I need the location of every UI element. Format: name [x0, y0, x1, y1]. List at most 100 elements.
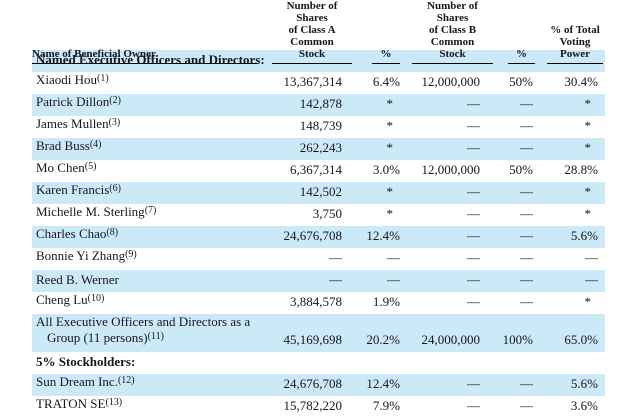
footnote-reference: (6) — [109, 183, 121, 194]
class-b-pct-cell: 50% — [509, 74, 533, 89]
footnote-reference: (2) — [109, 95, 121, 106]
class-b-pct-cell: — — [520, 206, 533, 221]
owner-name-cell: Patrick Dillon(2) — [32, 94, 262, 116]
class-b-shares-cell: — — [467, 228, 480, 243]
footnote-reference: (9) — [125, 249, 137, 260]
class-a-shares-cell: 148,739 — [299, 118, 342, 133]
header-rule — [372, 63, 400, 64]
class-a-pct-cell: * — [386, 118, 394, 133]
section-title-cell: Named Executive Officers and Directors: — [32, 50, 605, 72]
section-header-row: Named Executive Officers and Directors: — [32, 50, 605, 72]
class-b-pct-cell: — — [520, 250, 533, 265]
class-a-pct-cell: 20.2% — [366, 332, 400, 347]
class-a-shares-cell: 15,782,220 — [283, 398, 343, 413]
footnote-reference: (8) — [106, 227, 119, 238]
footnote-reference: (3) — [108, 117, 121, 128]
owner-row: TRATON SE(13) 15,782,220 7.9% — — 3.6% — [32, 396, 605, 418]
owner-row: Karen Francis(6) 142,502 * — — * — [32, 182, 605, 204]
section-title-cell: 5% Stockholders: — [32, 352, 605, 374]
owner-name-cell: Sun Dream Inc.(12) — [32, 374, 262, 396]
class-b-shares-cell: 12,000,000 — [421, 162, 481, 177]
class-a-pct-cell: * — [386, 140, 394, 155]
column-header-voting-power: % of Total Voting Power — [535, 0, 605, 64]
owner-row: Cheng Lu(10) 3,884,578 1.9% — — * — [32, 292, 605, 314]
voting-power-cell: 65.0% — [564, 332, 598, 347]
owner-name-cell: TRATON SE(13) — [32, 396, 262, 418]
owner-name-cell: Michelle M. Sterling(7) — [32, 204, 262, 226]
class-a-shares-cell: 142,878 — [299, 96, 342, 111]
class-a-pct-cell: — — [387, 272, 400, 287]
header-rule — [508, 63, 535, 64]
class-b-pct-cell: — — [520, 184, 533, 199]
class-b-shares-cell: — — [467, 184, 480, 199]
owner-name-text: Named Executive Officers and Directors: — [36, 52, 265, 67]
class-b-pct-cell: — — [520, 294, 533, 309]
owner-name-text: Charles Chao(8) — [36, 226, 119, 241]
header-rule — [412, 63, 493, 64]
footnote-reference: (10) — [87, 293, 105, 304]
owner-row: Bonnie Yi Zhang(9) — — — — — — [32, 248, 605, 270]
class-b-shares-cell: — — [467, 294, 480, 309]
class-a-pct-cell: 7.9% — [372, 398, 400, 413]
owner-row: Brad Buss(4) 262,243 * — — * — [32, 138, 605, 160]
column-header-owner-name: Name of Beneficial Owner — [32, 0, 262, 64]
class-a-shares-cell: 6,367,314 — [290, 162, 342, 177]
header-rule — [547, 63, 603, 64]
owner-name-text: James Mullen(3) — [36, 116, 121, 131]
owner-row: Patrick Dillon(2) 142,878 * — — * — [32, 94, 605, 116]
footnote-reference: (5) — [84, 161, 97, 172]
class-a-pct-cell: * — [386, 184, 394, 199]
owner-name-text: Bonnie Yi Zhang(9) — [36, 248, 137, 263]
class-a-shares-cell: 45,169,698 — [283, 332, 343, 347]
class-a-pct-cell: 12.4% — [366, 376, 400, 391]
class-a-shares-cell: 24,676,708 — [283, 376, 343, 391]
class-a-pct-cell: * — [386, 96, 394, 111]
class-a-shares-cell: 262,243 — [299, 140, 342, 155]
owner-name-text: Michelle M. Sterling(7) — [36, 204, 157, 219]
voting-power-cell: * — [584, 294, 592, 309]
class-b-shares-cell: — — [467, 118, 480, 133]
owner-name-cell: Reed B. Werner — [32, 270, 262, 292]
owner-row: All Executive Officers and Directors as … — [32, 314, 605, 352]
column-header-class-b-pct-label: % — [516, 48, 527, 60]
owner-name-cell: Mo Chen(5) — [32, 160, 262, 182]
owner-name-cell: Karen Francis(6) — [32, 182, 262, 204]
column-header-class-b-pct: % — [493, 0, 535, 64]
class-b-pct-cell: — — [520, 376, 533, 391]
column-header-class-a-pct: % — [352, 0, 400, 64]
class-a-pct-cell: * — [386, 206, 394, 221]
owner-name-text: TRATON SE(13) — [36, 396, 123, 411]
owner-row: Mo Chen(5) 6,367,314 3.0% 12,000,000 50% 28.8… — [32, 160, 605, 182]
class-a-shares-cell: 13,367,314 — [283, 74, 343, 89]
class-b-shares-cell: — — [467, 398, 480, 413]
class-a-pct-cell: 1.9% — [372, 294, 400, 309]
class-a-shares-cell: 3,884,578 — [290, 294, 342, 309]
class-b-shares-cell: — — [467, 206, 480, 221]
owner-name-text: Xiaodi Hou(1) — [36, 72, 109, 87]
class-b-pct-cell: — — [520, 140, 533, 155]
footnote-reference: (13) — [105, 397, 123, 408]
class-b-shares-cell: — — [467, 376, 480, 391]
column-header-voting-power-label: % of Total Voting Power — [550, 24, 600, 60]
owner-row: Sun Dream Inc.(12) 24,676,708 12.4% — — 5.6% — [32, 374, 605, 396]
voting-power-cell: * — [584, 184, 592, 199]
voting-power-cell: * — [584, 140, 592, 155]
voting-power-cell: 30.4% — [564, 74, 598, 89]
column-header-class-b-shares-label: Number of Shares of Class B Common Stock — [427, 0, 478, 60]
owner-row: Michelle M. Sterling(7) 3,750 * — — * — [32, 204, 605, 226]
owner-name-text: 5% Stockholders: — [36, 354, 136, 369]
owner-name-text: Karen Francis(6) — [36, 182, 121, 197]
footnote-reference: (1) — [97, 73, 109, 84]
class-a-shares-cell: 24,676,708 — [283, 228, 343, 243]
class-b-shares-cell: 24,000,000 — [421, 332, 481, 347]
voting-power-cell: 5.6% — [570, 228, 598, 243]
owner-name-text: All Executive Officers and Directors as … — [36, 314, 251, 345]
header-rule — [272, 63, 352, 64]
owner-name-cell: All Executive Officers and Directors as … — [32, 314, 262, 352]
column-header-owner-name-label: Name of Beneficial Owner — [32, 48, 156, 60]
owner-name-cell: Bonnie Yi Zhang(9) — [32, 248, 262, 270]
owner-name-text: Reed B. Werner — [36, 272, 119, 287]
owner-name-cell: Brad Buss(4) — [32, 138, 262, 160]
owner-row: Charles Chao(8) 24,676,708 12.4% — — 5.6% — [32, 226, 605, 248]
